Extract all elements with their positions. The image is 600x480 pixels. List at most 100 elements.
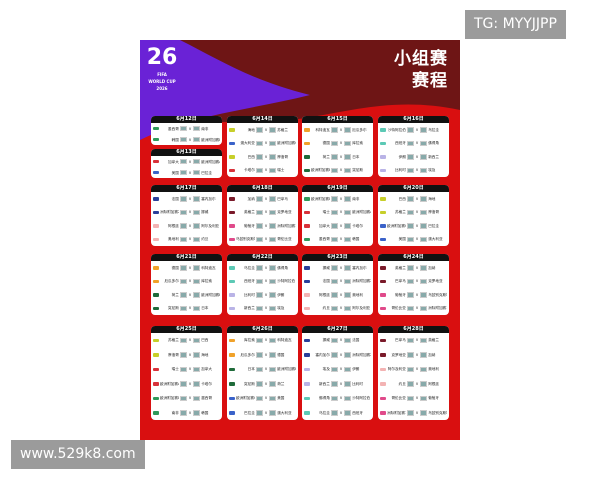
match-row: 澳大利亚 v 欧洲附加赛C: [227, 137, 298, 151]
group-badge-icon: [380, 353, 386, 357]
group-badge-icon: [380, 293, 386, 297]
match-row: 伊朗 v 新西兰: [378, 150, 449, 164]
match-row: 厄瓜多尔 v 德国: [227, 348, 298, 363]
away-team: 沙特阿拉伯: [352, 396, 371, 401]
away-flag-icon: [344, 395, 352, 401]
away-team: 欧洲附加赛A: [201, 159, 220, 164]
versus-label: v: [339, 380, 343, 386]
versus-label: v: [188, 337, 192, 343]
versus-label: v: [264, 126, 268, 132]
away-flag-icon: [420, 140, 428, 146]
group-badge-icon: [229, 168, 235, 172]
match-row: 美国 v 澳大利亚: [378, 233, 449, 247]
home-flag-icon: [255, 209, 263, 215]
group-badge-icon: [153, 396, 159, 400]
away-team: 阿尔及利亚: [352, 306, 371, 311]
away-flag-icon: [344, 223, 352, 229]
away-team: 墨西哥: [201, 396, 212, 401]
away-team: 奥地利: [428, 367, 439, 372]
home-flag-icon: [406, 352, 414, 358]
away-team: 科特迪瓦: [277, 338, 292, 343]
home-team: 巴拉圭: [244, 410, 255, 415]
group-badge-icon: [304, 306, 310, 310]
match-date: 6月27日: [302, 326, 373, 333]
group-badge-icon: [304, 128, 310, 132]
away-team: 约旦: [201, 237, 209, 242]
match-row: 欧洲附加赛A v 卡塔尔: [151, 377, 222, 392]
away-team: 南非: [201, 126, 209, 131]
away-team: 南非: [352, 196, 360, 201]
away-flag-icon: [344, 278, 352, 284]
away-flag-icon: [420, 127, 428, 133]
versus-label: v: [415, 291, 419, 297]
group-badge-icon: [229, 353, 235, 357]
away-flag-icon: [420, 381, 428, 387]
away-flag-icon: [269, 196, 277, 202]
versus-label: v: [415, 305, 419, 311]
away-team: 新西兰: [428, 154, 439, 159]
away-flag-icon: [269, 278, 277, 284]
home-team: 德国: [322, 141, 330, 146]
away-flag-icon: [193, 278, 201, 284]
versus-label: v: [415, 195, 419, 201]
match-row: 海地 v 苏格兰: [227, 123, 298, 137]
match-row: 巴西 v 摩洛哥: [227, 150, 298, 164]
match-date: 6月13日: [151, 149, 222, 156]
match-day-card: 6月23日 挪威 v 塞内加尔 法国 v 洲际附加赛2 阿根廷 v 奥地利 约旦 v 阿尔及利亚: [302, 254, 373, 315]
home-flag-icon: [406, 236, 414, 242]
home-team: 荷兰: [322, 154, 330, 159]
match-row: 巴西 v 海地: [378, 192, 449, 206]
away-flag-icon: [193, 305, 201, 311]
home-flag-icon: [330, 167, 338, 173]
home-team: 沙特阿拉伯: [387, 127, 406, 132]
home-team: 厄瓜多尔: [164, 279, 179, 284]
away-flag-icon: [269, 366, 277, 372]
home-team: 苏格兰: [168, 338, 179, 343]
match-day-card: 6月27日 挪威 v 法国 塞内加尔 v 洲际附加赛2 埃及 v 伊朗 新西兰 v 比利时 佛得角 v 沙特阿…: [302, 326, 373, 420]
group-badge-icon: [380, 128, 386, 132]
versus-label: v: [188, 351, 192, 357]
match-row: 加纳 v 巴拿马: [227, 192, 298, 206]
away-flag-icon: [420, 366, 428, 372]
away-flag-icon: [269, 127, 277, 133]
group-badge-icon: [304, 266, 310, 270]
home-flag-icon: [330, 352, 338, 358]
group-badge-icon: [153, 224, 159, 228]
match-row: 克罗地亚 v 加纳: [378, 348, 449, 363]
versus-label: v: [339, 337, 343, 343]
home-flag-icon: [406, 209, 414, 215]
home-flag-icon: [330, 366, 338, 372]
versus-label: v: [188, 409, 192, 415]
match-date: 6月18日: [227, 185, 298, 192]
home-flag-icon: [255, 140, 263, 146]
group-badge-icon: [304, 237, 310, 241]
away-flag-icon: [420, 395, 428, 401]
group-badge-icon: [153, 411, 159, 415]
home-team: 科特迪瓦: [315, 127, 330, 132]
home-team: 新西兰: [319, 381, 330, 386]
away-team: 苏格兰: [277, 127, 288, 132]
away-flag-icon: [193, 125, 201, 132]
away-team: 洲际附加赛2: [352, 352, 371, 357]
home-team: 墨西哥: [319, 237, 330, 242]
group-badge-icon: [304, 168, 310, 172]
match-date: 6月23日: [302, 254, 373, 261]
away-team: 克罗地亚: [277, 210, 292, 215]
away-flag-icon: [344, 366, 352, 372]
away-flag-icon: [193, 292, 201, 298]
versus-label: v: [339, 153, 343, 159]
home-flag-icon: [255, 292, 263, 298]
versus-label: v: [339, 409, 343, 415]
group-badge-icon: [380, 266, 386, 270]
group-badge-icon: [229, 266, 235, 270]
home-flag-icon: [179, 352, 187, 358]
home-team: 欧洲附加赛C: [236, 396, 255, 401]
away-flag-icon: [344, 337, 352, 343]
versus-label: v: [264, 278, 268, 284]
away-team: 海地: [201, 352, 209, 357]
match-row: 加拿大 v 欧洲附加赛A: [151, 156, 222, 167]
home-team: 澳大利亚: [240, 141, 255, 146]
versus-label: v: [264, 153, 268, 159]
away-flag-icon: [193, 236, 201, 242]
